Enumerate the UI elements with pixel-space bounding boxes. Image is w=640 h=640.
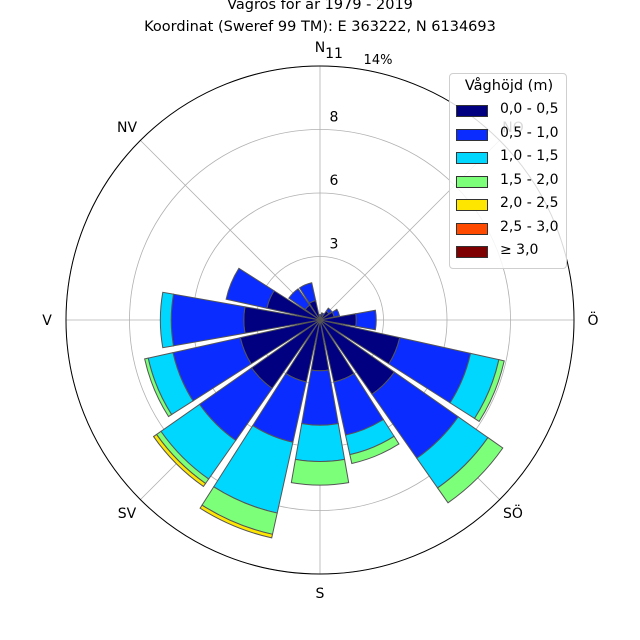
legend-item: 1,5 - 2,0: [456, 172, 564, 192]
legend-label: 0,0 - 0,5: [500, 101, 559, 117]
bar-segment: [290, 458, 350, 486]
bar-segment: [436, 436, 504, 504]
radial-tick-label: 3: [330, 237, 339, 253]
legend-title: Våghöjd (m): [464, 78, 554, 94]
direction-label: S: [316, 586, 325, 602]
legend-label: 2,0 - 2,5: [500, 195, 559, 211]
legend-item: 2,5 - 3,0: [456, 219, 564, 239]
legend-swatch: [456, 246, 488, 258]
legend-label: 0,5 - 1,0: [500, 124, 559, 141]
legend-label: 1,5 - 2,0: [500, 171, 559, 188]
bar-segment: [294, 423, 346, 462]
legend-label: ≥ 3,0: [500, 242, 539, 258]
legend-label: 1,0 - 1,5: [500, 148, 559, 164]
grid-ring: [129, 129, 511, 511]
bar-segment: [225, 267, 275, 309]
bar-segment: [355, 309, 377, 331]
chart-subtitle: Koordinat (Sweref 99 TM): E 363222, N 61…: [144, 19, 496, 35]
direction-label: SÖ: [503, 504, 523, 522]
bar-segment: [349, 435, 400, 465]
bar-segment: [199, 504, 274, 539]
legend-swatch: [456, 152, 488, 164]
direction-label: V: [42, 313, 52, 329]
radial-max-label: 14%: [364, 53, 393, 68]
legend-swatch: [456, 175, 488, 188]
legend-swatch: [456, 199, 488, 211]
bar-segment: [144, 357, 173, 418]
legend-swatch: [456, 105, 488, 117]
legend-item: 0,5 - 1,0: [456, 125, 564, 145]
radial-tick-label: 8: [330, 110, 339, 126]
radial-tick-label: 11: [325, 46, 343, 62]
bar-segment: [325, 307, 333, 315]
polar-frame: [65, 65, 575, 575]
legend-item: 2,0 - 2,5: [456, 195, 564, 215]
bar-segment: [298, 282, 317, 304]
direction-label: NV: [117, 120, 137, 136]
legend-swatch: [456, 128, 488, 141]
direction-label: Ö: [587, 311, 598, 329]
legend-label: 2,5 - 3,0: [500, 218, 559, 235]
legend-item: ≥ 3,0: [456, 242, 564, 262]
legend-item: 1,0 - 1,5: [456, 148, 564, 168]
direction-label: SV: [118, 506, 137, 522]
bar-segment: [170, 293, 246, 347]
legend-swatch: [456, 222, 488, 235]
radial-tick-label: 6: [330, 173, 339, 189]
bar-segment: [288, 288, 311, 311]
direction-label: N: [315, 40, 325, 56]
bar-segment: [473, 359, 505, 423]
wave-rose-bars: [144, 267, 505, 539]
chart-title: Vågros för år 1979 - 2019: [227, 0, 413, 13]
bar-segment: [152, 433, 207, 488]
legend-item: 0,0 - 0,5: [456, 101, 564, 121]
bar-segment: [159, 291, 175, 349]
legend: Våghöjd (m) 0,0 - 0,5 0,5 - 1,0 1,0 - 1,5 1…: [449, 73, 567, 269]
bar-segment: [331, 308, 341, 318]
